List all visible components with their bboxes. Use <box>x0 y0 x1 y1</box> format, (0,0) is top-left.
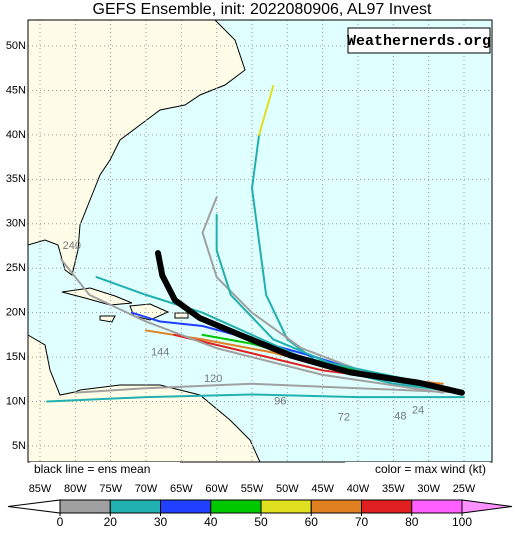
colorbar-label: 80 <box>405 515 419 529</box>
lat-label: 5N <box>12 440 26 452</box>
note-right: color = max wind (kt) <box>375 462 486 476</box>
lon-label: 30W <box>417 483 440 495</box>
jamaica <box>99 315 116 323</box>
credit-box <box>347 27 491 54</box>
colorbar-over <box>461 499 513 514</box>
lat-label: 15N <box>6 351 26 363</box>
puerto-rico <box>174 312 189 319</box>
member-track <box>258 85 275 136</box>
colorbar-label: 50 <box>254 515 268 529</box>
hour-label: 96 <box>274 395 286 407</box>
hour-label: 120 <box>204 373 222 385</box>
hour-label: 24 <box>412 404 424 416</box>
lat-label: 40N <box>6 129 26 141</box>
colorbar-segment <box>109 499 161 514</box>
member-track <box>95 276 430 385</box>
map-frame <box>27 19 493 463</box>
lat-label: 45N <box>6 84 26 96</box>
lat-label: 10N <box>6 395 26 407</box>
north-america <box>27 19 246 276</box>
lat-label: 50N <box>6 40 26 52</box>
colorbar-segment <box>210 499 262 514</box>
lat-label: 20N <box>6 307 26 319</box>
lon-label: 80W <box>64 483 87 495</box>
member-track <box>74 382 465 394</box>
lon-label: 55W <box>241 483 264 495</box>
colorbar-label: 40 <box>204 515 218 529</box>
hour-label: 48 <box>394 411 406 423</box>
colorbar-segment <box>260 499 312 514</box>
cuba <box>61 287 133 306</box>
colorbar-segment <box>361 499 413 514</box>
colorbar-label: 20 <box>104 515 118 529</box>
lon-label: 50W <box>276 483 299 495</box>
hour-label: 72 <box>338 411 350 423</box>
lon-label: 60W <box>205 483 228 495</box>
member-track <box>251 133 465 394</box>
lon-label: 45W <box>311 483 334 495</box>
lon-label: 70W <box>135 483 158 495</box>
colorbar-segment <box>59 499 111 514</box>
lon-label: 85W <box>29 483 52 495</box>
credit: Weathernerds.org <box>347 33 491 50</box>
land <box>27 19 261 463</box>
lon-label: 65W <box>170 483 193 495</box>
lon-label: 35W <box>382 483 405 495</box>
lon-label: 40W <box>347 483 370 495</box>
colorbar-label: 30 <box>154 515 168 529</box>
hour-label: 240 <box>63 240 81 252</box>
colorbar-label: 70 <box>355 515 369 529</box>
colorbar: 0 20 30 40 50 60 70 80 100 <box>7 499 513 529</box>
colorbar-segment <box>411 499 463 514</box>
mean-track <box>155 250 465 396</box>
tracks: 240 144 120 96 72 48 24 <box>46 85 465 423</box>
member-track <box>60 258 444 394</box>
colorbar-segment <box>160 499 212 514</box>
colorbar-label: 100 <box>452 515 472 529</box>
lat-label: 30N <box>6 218 26 230</box>
lat-label: 25N <box>6 262 26 274</box>
title: GEFS Ensemble, init: 2022080906, AL97 In… <box>93 1 432 18</box>
colorbar-under <box>7 499 61 514</box>
colorbar-label: 0 <box>57 515 64 529</box>
graticule <box>28 20 492 462</box>
central-south-america <box>27 334 261 463</box>
colorbar-label: 60 <box>305 515 319 529</box>
lon-label: 75W <box>99 483 122 495</box>
note-left: black line = ens mean <box>34 462 150 476</box>
note-box <box>30 462 180 478</box>
member-track <box>46 393 465 403</box>
note-box <box>345 462 490 478</box>
lat-label: 35N <box>6 173 26 185</box>
lon-label: 25W <box>453 483 476 495</box>
colorbar-segment <box>310 499 362 514</box>
hour-label: 144 <box>151 347 169 359</box>
